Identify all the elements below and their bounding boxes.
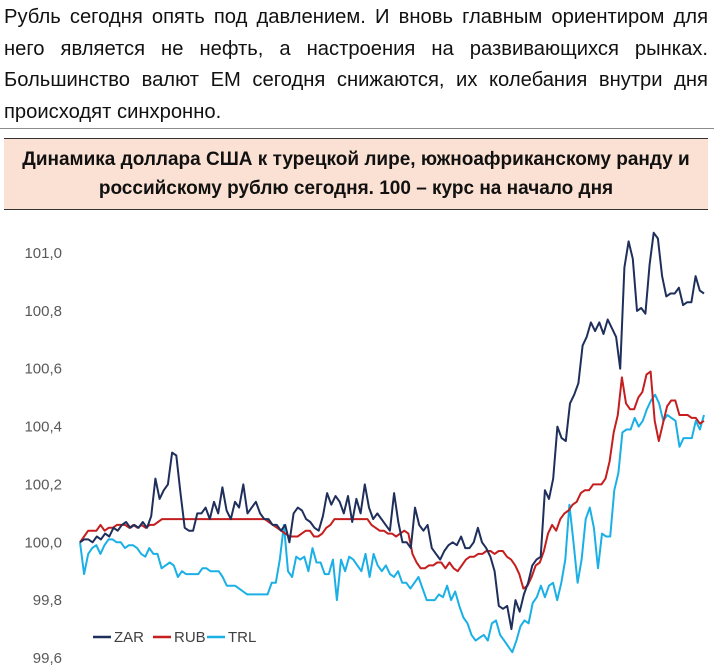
- y-tick-label: 99,8: [33, 592, 62, 609]
- y-tick-label: 100,2: [24, 476, 62, 493]
- series-line-rub: [79, 370, 705, 590]
- chart-legend: ZAR RUB TRL: [93, 629, 256, 646]
- chart-lines: [79, 231, 705, 654]
- y-axis-ticks: 101,0 100,8 100,6 100,4 100,2 100,0 99,8 99,6: [24, 245, 62, 667]
- y-tick-label: 99,6: [33, 650, 62, 667]
- series-line-trl: [79, 393, 705, 654]
- legend-label-trl: TRL: [228, 629, 256, 646]
- y-tick-label: 100,8: [24, 303, 62, 320]
- legend-label-zar: ZAR: [114, 629, 144, 646]
- y-tick-label: 101,0: [24, 245, 62, 262]
- y-tick-label: 100,4: [24, 419, 62, 436]
- y-tick-label: 100,0: [24, 534, 62, 551]
- intro-paragraph: Рубль сегодня опять под давлением. И вно…: [4, 6, 708, 123]
- line-chart: 101,0 100,8 100,6 100,4 100,2 100,0 99,8 99,6 Z…: [24, 231, 705, 667]
- series-line-zar: [79, 231, 705, 631]
- y-tick-label: 100,6: [24, 361, 62, 378]
- chart-title-box: Динамика доллара США к турецкой лире, юж…: [4, 138, 708, 210]
- section-divider: [0, 128, 714, 129]
- legend-label-rub: RUB: [174, 629, 206, 646]
- chart-title: Динамика доллара США к турецкой лире, юж…: [22, 149, 690, 199]
